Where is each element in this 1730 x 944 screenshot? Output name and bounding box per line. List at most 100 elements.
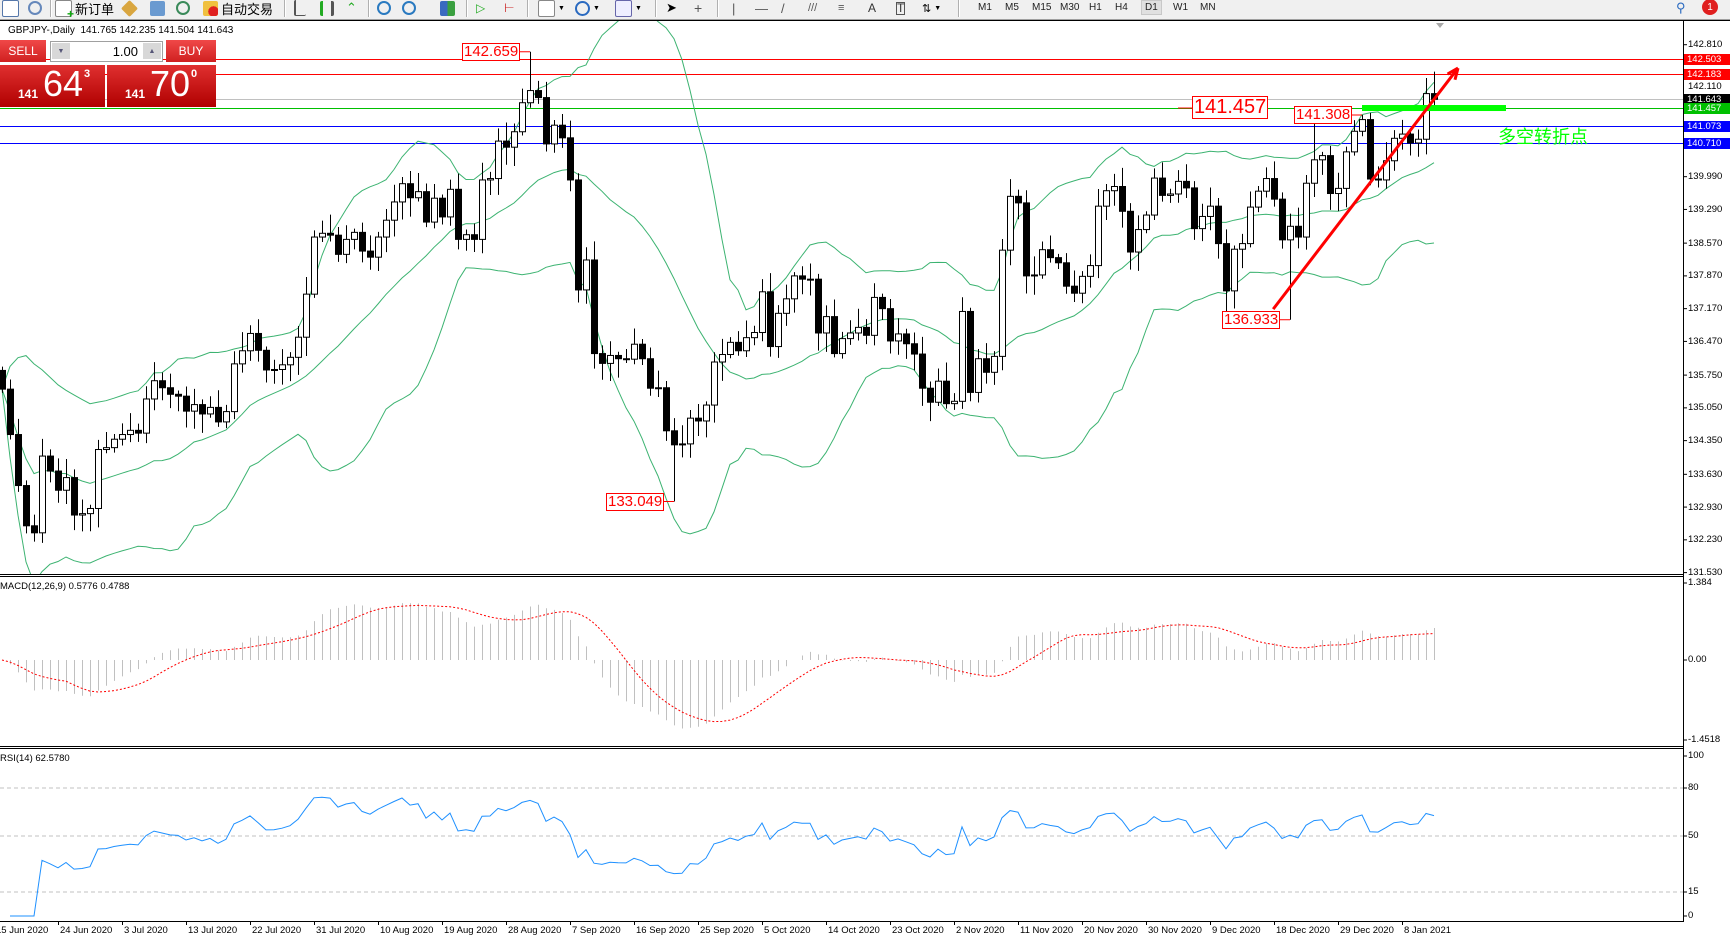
candle	[63, 458, 70, 505]
crosshair-icon[interactable]: +	[694, 0, 703, 16]
line-chart-icon[interactable]: ⌃	[346, 0, 357, 15]
candle-body-bullish	[431, 197, 438, 223]
sell-price-fraction: 3	[84, 68, 91, 80]
templates-icon[interactable]: ▼	[615, 0, 642, 17]
zoom-icon[interactable]	[28, 0, 42, 17]
trend-arrow-line	[1272, 67, 1460, 311]
timeframe-m15[interactable]: M15	[1032, 2, 1052, 13]
candle-body-bearish	[1271, 178, 1278, 200]
timeframe-m5[interactable]: M5	[1005, 2, 1019, 13]
candle	[255, 319, 262, 362]
candle-body-bullish	[415, 191, 422, 199]
candle	[1239, 233, 1246, 269]
candle-body-bullish	[103, 447, 110, 451]
candle	[815, 273, 822, 351]
cursor-icon[interactable]: ➤	[666, 0, 677, 15]
vertical-line-icon[interactable]: |	[732, 0, 736, 16]
new-chart-icon[interactable]	[2, 0, 19, 17]
candle	[1327, 145, 1334, 210]
candle-body-bearish	[407, 183, 414, 199]
candle-body-bearish	[903, 333, 910, 345]
candle-body-bullish	[1319, 155, 1326, 161]
navigator-icon[interactable]	[150, 0, 165, 17]
candle	[239, 332, 246, 373]
timeframe-h4[interactable]: H4	[1115, 2, 1128, 13]
buy-price-button[interactable]: 141 70 0	[107, 63, 216, 107]
time-axis-label: 30 Nov 2020	[1148, 925, 1202, 936]
candle	[1159, 162, 1166, 202]
timeframe-m1[interactable]: M1	[978, 2, 992, 13]
candle	[1071, 270, 1078, 302]
toolbar-separator	[655, 0, 657, 17]
candle	[607, 341, 614, 382]
timeframe-m30[interactable]: M30	[1060, 2, 1080, 13]
candle	[1127, 203, 1134, 270]
candle	[143, 386, 150, 444]
notification-icon[interactable]: 1	[1702, 0, 1718, 16]
indicators-icon[interactable]: ▼	[538, 0, 565, 17]
candle	[703, 401, 710, 438]
zoom-in-icon[interactable]	[377, 0, 391, 17]
macd-axis-label: 1.384	[1688, 577, 1712, 588]
candle	[887, 298, 894, 354]
candle	[1079, 271, 1086, 304]
candle	[895, 318, 902, 355]
candle-body-bearish	[1055, 257, 1062, 264]
candle-body-bearish	[1295, 225, 1302, 238]
fibonacci-icon[interactable]: ≡	[838, 2, 845, 14]
candle	[183, 386, 190, 428]
macd-name: MACD(12,26,9)	[0, 581, 66, 592]
auto-trading-button[interactable]: 自动交易	[203, 0, 273, 17]
lot-decrease-button[interactable]: ▼	[52, 43, 70, 59]
buy-price-prefix: 141	[125, 87, 146, 101]
candlestick-icon[interactable]	[320, 0, 334, 17]
lot-increase-button[interactable]: ▲	[143, 43, 161, 59]
candle	[279, 349, 286, 385]
candle-body-bullish	[703, 404, 710, 422]
timeframe-d1[interactable]: D1	[1141, 0, 1162, 15]
timeframe-mn[interactable]: MN	[1200, 2, 1216, 13]
arrows-icon[interactable]: ⇅ ▼	[922, 2, 942, 15]
candle-body-bearish	[31, 525, 38, 534]
candle	[343, 225, 350, 264]
search-icon[interactable]: ⚲	[1676, 0, 1686, 15]
chart-window[interactable]	[0, 20, 1730, 944]
text-icon[interactable]: A	[868, 1, 877, 15]
auto-trading-icon	[203, 0, 218, 16]
channel-icon[interactable]: ///	[808, 2, 818, 14]
tile-windows-icon[interactable]	[440, 0, 455, 17]
candle-body-bearish	[7, 388, 14, 436]
candle-body-bullish	[119, 434, 126, 440]
candle-body-bearish	[967, 310, 974, 393]
autoscroll-icon[interactable]: ▷	[476, 1, 486, 15]
text-label-icon[interactable]: T	[896, 0, 906, 15]
candle-body-bullish	[287, 356, 294, 366]
trendline-icon[interactable]: /	[781, 0, 785, 16]
lot-size-input[interactable]: ▼ 1.00 ▲	[50, 41, 163, 62]
candle-body-bearish	[0, 369, 6, 390]
sell-price-button[interactable]: 141 64 3	[0, 63, 105, 107]
chart-shift-icon[interactable]: ⊢	[504, 1, 515, 15]
timeframe-h1[interactable]: H1	[1089, 2, 1102, 13]
price-axis-label: 132.930	[1688, 501, 1723, 513]
new-order-button[interactable]: + 新订单	[55, 0, 114, 20]
candle	[1095, 189, 1102, 279]
signals-icon[interactable]	[176, 0, 190, 17]
horizontal-line-icon[interactable]: —	[755, 0, 768, 16]
zoom-out-icon[interactable]	[402, 0, 416, 17]
candle-body-bullish	[711, 361, 718, 406]
candle	[831, 299, 838, 358]
candle	[999, 238, 1006, 371]
buy-button[interactable]: BUY	[166, 40, 216, 62]
candle	[1199, 203, 1206, 242]
toolbar: + 新订单 自动交易 ⌃ ▷ ⊢ ▼ ▼ ▼ ➤ + | — / /// ≡ A…	[0, 0, 1730, 20]
timeframe-w1[interactable]: W1	[1173, 2, 1188, 13]
sell-button[interactable]: SELL	[0, 40, 46, 62]
periods-icon[interactable]: ▼	[575, 0, 600, 17]
time-axis-label: 31 Jul 2020	[316, 925, 366, 936]
candle	[231, 351, 238, 420]
macd-signal-line	[1, 604, 1435, 723]
candle	[383, 209, 390, 253]
bar-chart-icon[interactable]	[294, 0, 306, 17]
